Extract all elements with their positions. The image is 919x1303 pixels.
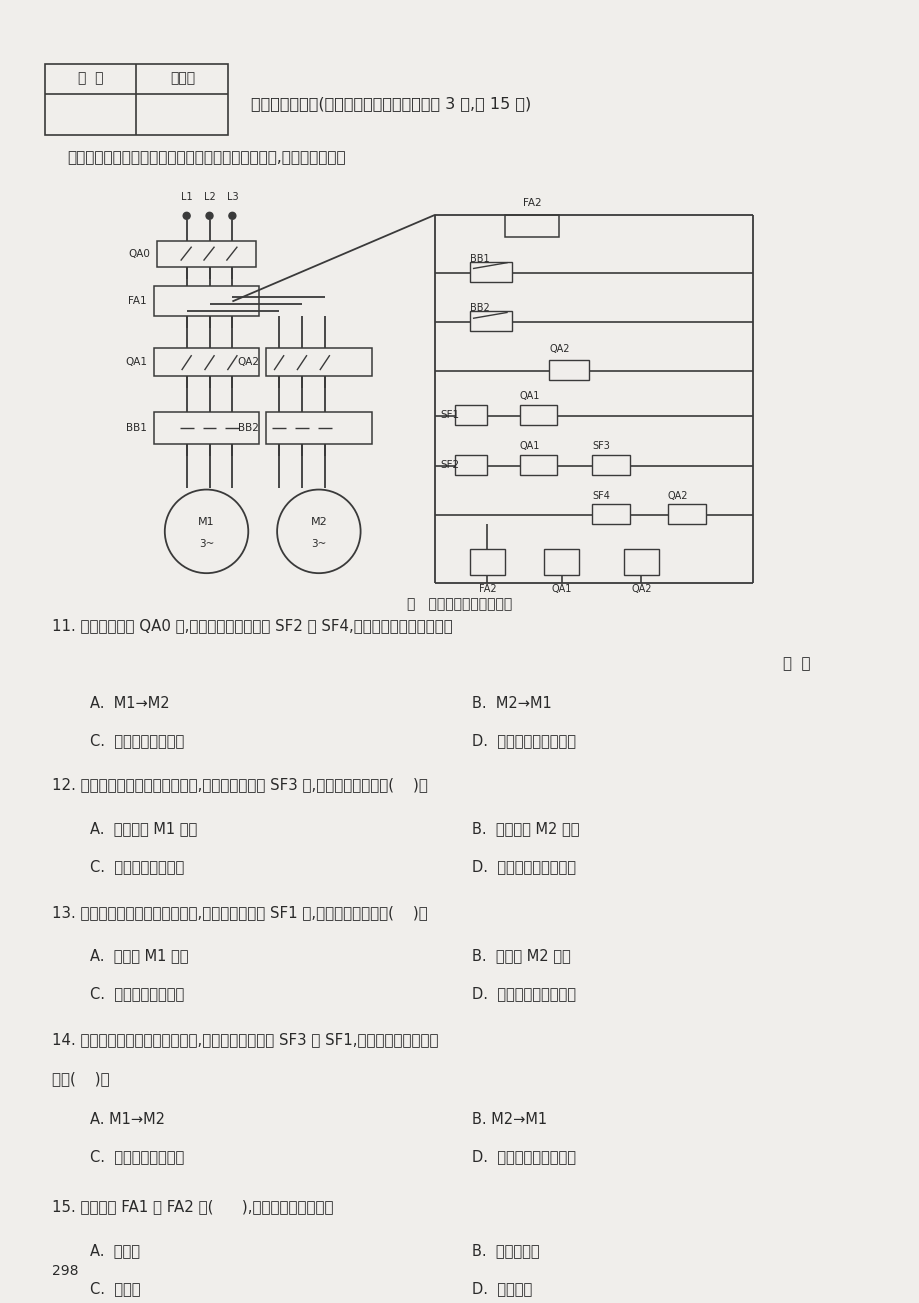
Bar [470, 311, 511, 331]
Text: QA2: QA2 [549, 344, 570, 354]
Text: SF1: SF1 [439, 410, 459, 420]
Text: C.  熔断器: C. 熔断器 [90, 1281, 141, 1296]
Text: B.  仅电动机 M2 停止: B. 仅电动机 M2 停止 [471, 821, 579, 837]
Text: C.  两台电机同时启动: C. 两台电机同时启动 [90, 734, 185, 748]
Text: SF2: SF2 [439, 460, 459, 469]
Text: 某两台电动机控制线路如下图所示。请仔细阅读下图,完成以下小题：: 某两台电动机控制线路如下图所示。请仔细阅读下图,完成以下小题： [67, 150, 346, 165]
Bar [44, 64, 228, 136]
Text: （  ）: （ ） [782, 655, 810, 671]
Bar [519, 455, 557, 474]
Text: QA1: QA1 [519, 440, 539, 451]
Bar [505, 215, 559, 237]
Text: D.  两台电机均无法启动: D. 两台电机均无法启动 [471, 734, 575, 748]
Bar [623, 550, 658, 575]
Bar [156, 241, 256, 267]
Text: 3~: 3~ [311, 539, 326, 550]
Text: D.  两台电机均无法停止: D. 两台电机均无法停止 [471, 986, 575, 1001]
Text: BB1: BB1 [126, 423, 147, 433]
Text: QA0: QA0 [128, 249, 150, 258]
Text: 序为(    )。: 序为( )。 [52, 1071, 110, 1085]
Text: L3: L3 [226, 192, 238, 202]
Text: BB2: BB2 [470, 304, 489, 314]
Bar [153, 412, 259, 444]
Bar [455, 405, 486, 425]
Bar [153, 348, 259, 377]
Text: 12. 当两台电机正常运行的情况下,仅按下停止按钮 SF3 后,以下说法正确的是(    )。: 12. 当两台电机正常运行的情况下,仅按下停止按钮 SF3 后,以下说法正确的是… [52, 778, 428, 792]
Text: 11. 合上电力开关 QA0 后,再依次按下启动按钮 SF2 和 SF4,两台电动机的启动顺序为: 11. 合上电力开关 QA0 后,再依次按下启动按钮 SF2 和 SF4,两台电… [52, 618, 453, 633]
Text: M1: M1 [198, 517, 215, 528]
Text: 得  分: 得 分 [78, 72, 103, 86]
Text: A.  仅电动机 M1 停止: A. 仅电动机 M1 停止 [90, 821, 198, 837]
Text: SF4: SF4 [592, 490, 609, 500]
Text: 15. 电气图形 FA1 和 FA2 是(      ),用于实现短路保护。: 15. 电气图形 FA1 和 FA2 是( ),用于实现短路保护。 [52, 1199, 334, 1214]
Text: QA1: QA1 [125, 357, 147, 367]
Bar [519, 405, 557, 425]
Bar [592, 455, 630, 474]
Circle shape [206, 212, 213, 219]
Text: L1: L1 [181, 192, 192, 202]
Text: B.  M2→M1: B. M2→M1 [471, 696, 551, 710]
Bar [266, 348, 371, 377]
Text: D.  热继电器: D. 热继电器 [471, 1281, 531, 1296]
Bar [667, 504, 705, 524]
Text: C.  两台电机同时停止: C. 两台电机同时停止 [90, 1149, 185, 1165]
Bar [544, 550, 579, 575]
Text: 二、读图分析题(每小题为单项选择题。每题 3 分,共 15 分): 二、读图分析题(每小题为单项选择题。每题 3 分,共 15 分) [251, 96, 531, 111]
Text: B.  电动机 M2 停止: B. 电动机 M2 停止 [471, 949, 570, 963]
Text: 3~: 3~ [199, 539, 214, 550]
Text: 图   两台电动机控制线路图: 图 两台电动机控制线路图 [407, 597, 512, 611]
Text: B.  接触器线圈: B. 接触器线圈 [471, 1243, 539, 1259]
Text: D.  两台电机均无法停止: D. 两台电机均无法停止 [471, 859, 575, 874]
Text: B. M2→M1: B. M2→M1 [471, 1111, 547, 1127]
Bar [153, 287, 259, 317]
Bar [470, 262, 511, 281]
Bar [470, 550, 505, 575]
Text: D.  两台电机均无法停止: D. 两台电机均无法停止 [471, 1149, 575, 1165]
Text: FA1: FA1 [128, 296, 147, 306]
Text: SF3: SF3 [592, 440, 609, 451]
Text: A.  指示灯: A. 指示灯 [90, 1243, 140, 1259]
Text: FA2: FA2 [478, 584, 495, 594]
Text: L2: L2 [203, 192, 215, 202]
Text: BB2: BB2 [238, 423, 259, 433]
Text: A.  电动机 M1 停止: A. 电动机 M1 停止 [90, 949, 188, 963]
Bar [549, 360, 588, 380]
Text: QA2: QA2 [630, 584, 651, 594]
Bar [266, 412, 371, 444]
Text: QA1: QA1 [551, 584, 572, 594]
Circle shape [183, 212, 190, 219]
Text: A.  M1→M2: A. M1→M2 [90, 696, 170, 710]
Text: 13. 当两台电机正常运行的情况下,仅按下停止按钮 SF1 后,以下说法正确的是(    )。: 13. 当两台电机正常运行的情况下,仅按下停止按钮 SF1 后,以下说法正确的是… [52, 904, 427, 920]
Text: 评卷人: 评卷人 [170, 72, 195, 86]
Text: 14. 当两台电机正常运行的情况下,依次按下停止按钮 SF3 和 SF1,两台电动机的停止顺: 14. 当两台电机正常运行的情况下,依次按下停止按钮 SF3 和 SF1,两台电… [52, 1032, 438, 1048]
Text: M2: M2 [310, 517, 327, 528]
Circle shape [229, 212, 235, 219]
Bar [592, 504, 630, 524]
Text: C.  两台电机同时停止: C. 两台电机同时停止 [90, 986, 185, 1001]
Text: A. M1→M2: A. M1→M2 [90, 1111, 165, 1127]
Text: QA2: QA2 [667, 490, 687, 500]
Text: BB1: BB1 [470, 254, 489, 263]
Text: FA2: FA2 [522, 198, 540, 208]
Text: QA2: QA2 [237, 357, 259, 367]
Text: C.  两台电机同时停止: C. 两台电机同时停止 [90, 859, 185, 874]
Text: QA1: QA1 [519, 391, 539, 401]
Bar [455, 455, 486, 474]
Text: 298: 298 [52, 1264, 79, 1278]
